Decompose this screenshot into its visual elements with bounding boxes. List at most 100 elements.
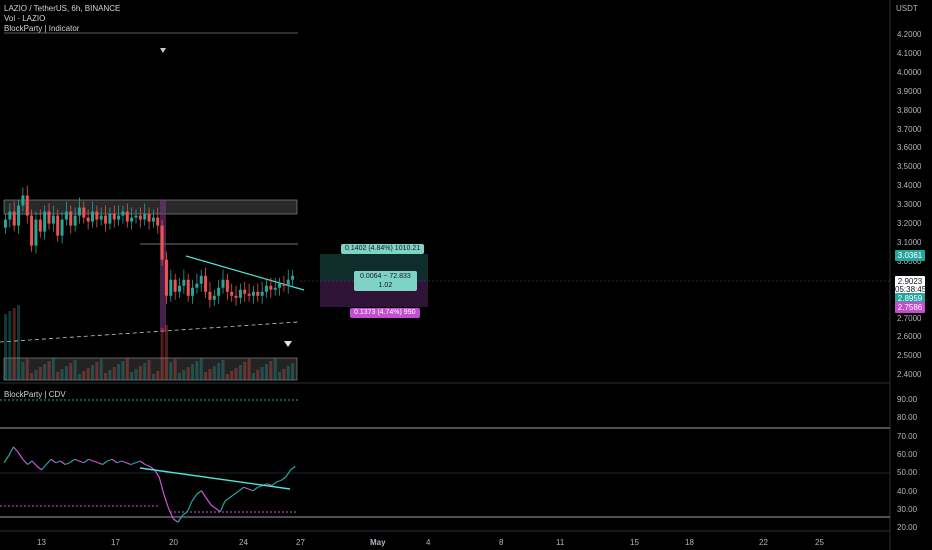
candle-body <box>43 211 47 232</box>
time-tick: 11 <box>556 538 565 547</box>
cdv-tick: 40.00 <box>897 486 918 496</box>
price-tick: 2.5000 <box>897 351 922 361</box>
volume-bar <box>34 370 38 380</box>
candle-body <box>234 295 238 298</box>
time-tick: 25 <box>815 538 824 547</box>
volume-bar <box>104 373 108 380</box>
candle-body <box>47 211 51 224</box>
cdv-segment <box>224 497 230 502</box>
position-center-line1: 0.0064 ~ 72.833 <box>360 273 411 280</box>
cdv-segment <box>97 462 103 466</box>
volume-bar <box>178 373 181 380</box>
cdv-segment <box>252 486 259 492</box>
volume-bar <box>73 360 77 380</box>
bottom-marker-icon <box>284 341 292 347</box>
volume-bar <box>182 370 186 380</box>
candle-body <box>278 283 282 288</box>
time-tick: 17 <box>111 538 120 547</box>
cdv-segment <box>163 494 170 509</box>
volume-bar <box>251 373 255 380</box>
candle-body <box>204 275 208 292</box>
volume-bar <box>121 361 125 380</box>
volume-bar <box>204 372 208 380</box>
volume-bar <box>130 372 134 380</box>
candle-body <box>130 217 134 222</box>
candle-body <box>77 207 81 216</box>
stop-label[interactable]: 0.1373 (4.74%) 990 <box>350 308 420 318</box>
currency-label[interactable]: USDT <box>896 4 918 13</box>
candle-body <box>38 219 42 232</box>
cdv-segment <box>69 458 75 464</box>
time-tick: 24 <box>239 538 248 547</box>
candle-body <box>138 215 142 220</box>
volume-bar <box>38 367 42 380</box>
volume-bar <box>25 359 29 380</box>
candle-body <box>99 215 103 220</box>
position-center-label[interactable]: 0.0064 ~ 72.833 1.02 <box>354 271 417 291</box>
cdv-tick: 20.00 <box>897 523 918 533</box>
cdv-segment <box>186 501 193 512</box>
candle-body <box>178 285 181 292</box>
volume-bar <box>273 358 277 380</box>
cdv-segment <box>107 458 113 462</box>
volume-bar <box>99 359 103 380</box>
cdv-segment <box>257 484 263 488</box>
volume-bar <box>8 311 12 380</box>
cdv-segment <box>191 493 198 502</box>
candle-body <box>121 211 125 216</box>
volume-bar <box>260 367 264 380</box>
cdv-segment <box>22 458 28 465</box>
cdv-tick: 50.00 <box>897 468 918 478</box>
candle-body <box>30 215 34 246</box>
cdv-line <box>3 446 296 523</box>
volume-bar <box>4 314 7 380</box>
volume-bar <box>243 362 247 380</box>
price-tick: 3.4000 <box>897 181 922 191</box>
candle-body <box>69 211 73 226</box>
cdv-legend[interactable]: BlockParty | CDV <box>4 390 66 399</box>
cdv-segment <box>290 465 296 471</box>
volume-bar <box>21 362 25 380</box>
cdv-tick: 30.00 <box>897 504 918 514</box>
position-center-line2: 1.02 <box>378 282 393 289</box>
cdv-segment <box>229 493 235 499</box>
volume-bar <box>47 361 51 380</box>
candle-body <box>230 291 234 296</box>
cdv-segment <box>8 446 14 457</box>
volume-bar <box>212 366 216 380</box>
candle-body <box>8 211 12 220</box>
candle-body <box>82 207 86 218</box>
cdv-segment <box>83 458 89 464</box>
price-tick: 3.3000 <box>897 200 922 210</box>
time-tick: 8 <box>499 538 504 547</box>
cdv-segment <box>215 507 221 513</box>
volume-bar <box>51 358 55 380</box>
cdv-segment <box>121 460 127 464</box>
cdv-segment <box>135 460 141 464</box>
cdv-segment <box>285 469 292 478</box>
candle-body <box>51 215 55 224</box>
candle-body <box>73 215 77 226</box>
price-tick: 3.1000 <box>897 237 922 247</box>
indicator-legend[interactable]: BlockParty | Indicator <box>4 24 80 33</box>
volume-bar <box>291 363 295 380</box>
volume-bar <box>138 366 142 380</box>
volume-bar <box>143 363 147 380</box>
volume-legend[interactable]: Vol · LAZIO <box>4 14 46 23</box>
target-label[interactable]: 0.1402 (4.84%) 1010.21 <box>341 244 425 254</box>
time-tick: 13 <box>37 538 46 547</box>
price-tick: 3.2000 <box>897 219 922 228</box>
candle-body <box>225 279 229 292</box>
candle-body <box>156 217 160 226</box>
cdv-segment <box>248 488 254 492</box>
volume-bar <box>147 360 151 380</box>
price-tick: 2.6000 <box>897 332 922 342</box>
symbol-title[interactable]: LAZIO / TetherUS, 6h, BINANCE <box>4 4 121 13</box>
candle-body <box>169 279 173 296</box>
cdv-segment <box>102 460 108 465</box>
candle-body <box>291 275 295 280</box>
cdv-segment <box>182 511 188 516</box>
volume-bar <box>82 371 86 380</box>
cdv-segment <box>130 462 136 466</box>
